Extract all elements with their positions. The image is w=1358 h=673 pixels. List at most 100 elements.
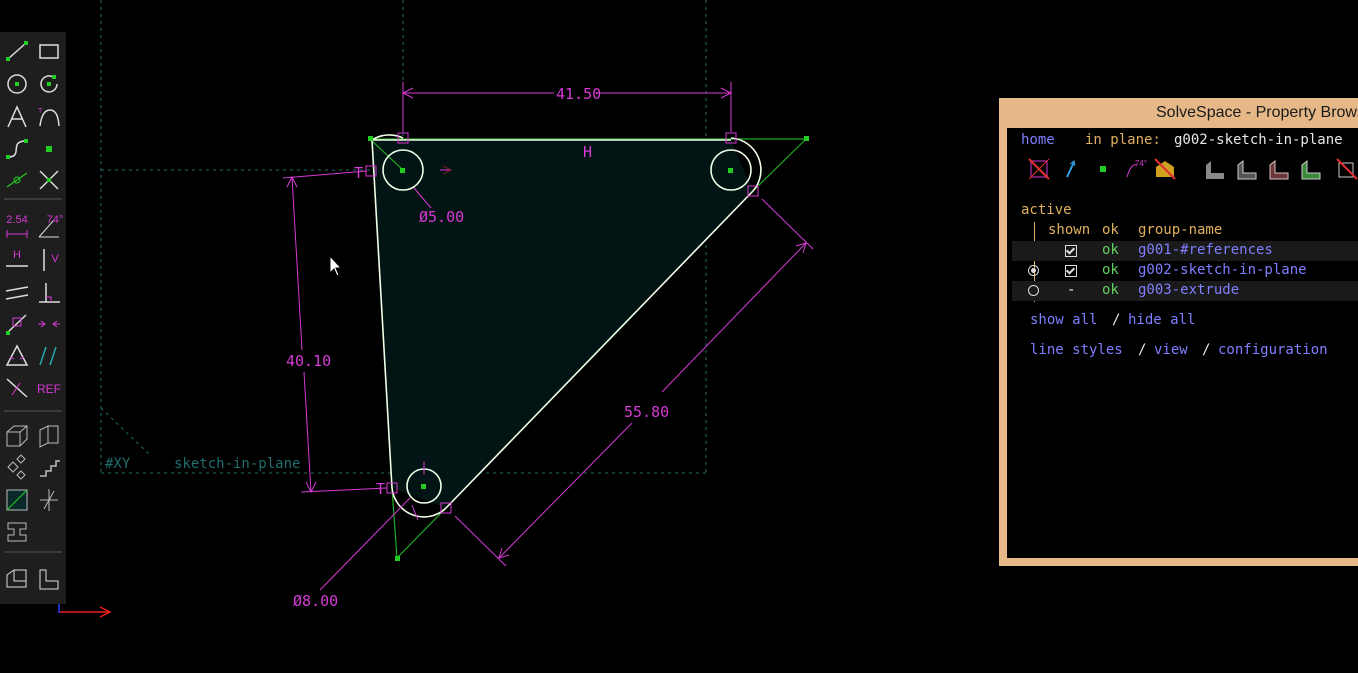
parallel-constraint[interactable] xyxy=(4,280,30,306)
circle-tool[interactable] xyxy=(4,71,30,97)
group-name-g001[interactable]: g001-#references xyxy=(1138,242,1273,258)
ok-status-g003: ok xyxy=(1102,282,1119,298)
axis-indicator xyxy=(58,604,112,618)
home-link[interactable]: home xyxy=(1021,132,1055,148)
arc-tool[interactable] xyxy=(36,71,62,97)
shaded-toggle[interactable] xyxy=(1203,157,1227,181)
on-point-icon xyxy=(6,314,27,335)
sketch-region xyxy=(372,140,753,508)
vertical-icon xyxy=(43,249,45,271)
group-name-g003[interactable]: g003-extrude xyxy=(1138,282,1240,298)
dimension-lines xyxy=(282,82,814,591)
show-constraints-icon: 74° xyxy=(1126,159,1147,178)
new-lathe[interactable] xyxy=(4,454,30,480)
horizontal-constraint-label[interactable]: H xyxy=(583,143,592,161)
group-row-g003[interactable] xyxy=(1012,281,1358,301)
split-icon xyxy=(39,170,59,190)
helix-icon xyxy=(40,460,60,477)
active-radio-g002[interactable] xyxy=(1028,265,1039,276)
angle-label: 74° xyxy=(46,214,64,226)
dimension-40-10[interactable]: 40.10 xyxy=(286,352,331,370)
dimension-55-80[interactable]: 55.80 xyxy=(624,403,669,421)
line-tool[interactable] xyxy=(4,38,30,64)
occluded-visible-toggle[interactable] xyxy=(1027,157,1051,181)
tangent-icon xyxy=(6,378,28,398)
rotate-icon xyxy=(39,569,59,590)
hidden-lines-icon xyxy=(1269,159,1289,180)
vertical-label: V xyxy=(51,253,59,265)
show-constraints-toggle[interactable]: 74° xyxy=(1123,157,1147,181)
perpendicular-constraint[interactable] xyxy=(36,280,62,306)
configuration-link[interactable]: configuration xyxy=(1218,342,1328,358)
svg-text:T: T xyxy=(38,108,43,115)
point-tool[interactable] xyxy=(36,136,62,162)
point-icon xyxy=(46,146,52,152)
revolve-icon xyxy=(6,489,28,511)
text-tool[interactable] xyxy=(4,104,30,130)
equal-constraint[interactable] xyxy=(4,343,30,369)
separator-slash: / xyxy=(1112,312,1121,328)
property-browser-title[interactable]: SolveSpace - Property Browser xyxy=(1156,104,1358,121)
show-normals-toggle[interactable] xyxy=(1059,157,1083,181)
dimension-diameter-large[interactable]: Ø8.00 xyxy=(293,592,338,610)
symmetric-constraint[interactable] xyxy=(36,311,62,337)
sketch-toolbar: T 2.54 74° H V xyxy=(0,32,66,604)
show-points-toggle[interactable] xyxy=(1091,157,1115,181)
group-name-header: group-name xyxy=(1138,222,1223,238)
sketch-points xyxy=(368,136,809,561)
reference-constraint[interactable]: REF xyxy=(36,375,62,401)
split-tool[interactable] xyxy=(36,167,62,193)
property-browser-window[interactable]: SolveSpace - Property Browser home in pl… xyxy=(999,98,1358,566)
wireframe-icon xyxy=(1237,159,1257,180)
tangent-constraint[interactable] xyxy=(4,375,30,401)
construction-tool[interactable] xyxy=(4,167,30,193)
wireframe-toggle[interactable] xyxy=(1235,157,1259,181)
new-revolve[interactable] xyxy=(4,487,30,513)
show-faces-toggle[interactable] xyxy=(1153,157,1177,181)
distance-constraint[interactable]: 2.54 xyxy=(4,214,30,240)
new-extrude[interactable] xyxy=(36,423,62,449)
on-point-constraint[interactable] xyxy=(4,311,30,337)
angle-constraint[interactable]: 74° xyxy=(36,214,63,240)
mesh-toggle[interactable] xyxy=(1335,157,1358,181)
active-radio-g003[interactable] xyxy=(1028,285,1039,296)
shown-checkbox-g001[interactable] xyxy=(1065,245,1077,257)
shown-checkbox-g002[interactable] xyxy=(1065,265,1077,277)
new-translate[interactable] xyxy=(4,519,30,545)
lathe-icon xyxy=(7,454,26,480)
other-angle-icon xyxy=(39,346,57,366)
step-rotate[interactable] xyxy=(36,567,62,593)
dimension-diameter-small[interactable]: Ø5.00 xyxy=(419,208,464,226)
tangent-arc-tool[interactable]: T xyxy=(36,104,62,130)
dimension-41-50[interactable]: 41.50 xyxy=(556,85,601,103)
new-workplane[interactable] xyxy=(4,423,30,449)
tangent-marker-bottom: T xyxy=(376,480,385,498)
hidden-lines-toggle[interactable] xyxy=(1267,157,1291,181)
shown-header: shown xyxy=(1048,222,1091,238)
vertical-constraint[interactable]: V xyxy=(36,247,62,273)
horizontal-constraint[interactable]: H xyxy=(4,247,30,273)
outline-toggle[interactable] xyxy=(1299,157,1323,181)
separator-slash: / xyxy=(1202,342,1211,358)
ok-status-g001: ok xyxy=(1102,242,1119,258)
show-normals-icon xyxy=(1066,160,1076,178)
view-link[interactable]: view xyxy=(1154,342,1188,358)
import-solid[interactable] xyxy=(4,567,30,593)
new-step[interactable] xyxy=(36,487,62,513)
extrude-icon xyxy=(39,425,59,448)
new-helix[interactable] xyxy=(36,454,62,480)
step-icon xyxy=(40,489,58,511)
group-row-g001[interactable] xyxy=(1012,241,1358,261)
show-all-link[interactable]: show all xyxy=(1030,312,1098,328)
tangent-marker-left: T xyxy=(354,164,363,182)
rectangle-tool[interactable] xyxy=(36,38,62,64)
bezier-tool[interactable] xyxy=(4,136,30,162)
line-styles-link[interactable]: line styles xyxy=(1030,342,1123,358)
property-browser-content: home in plane: g002-sketch-in-plane 74° xyxy=(1007,128,1358,558)
group-name-g002[interactable]: g002-sketch-in-plane xyxy=(1138,262,1307,278)
hide-all-link[interactable]: hide all xyxy=(1128,312,1196,328)
distance-label: 2.54 xyxy=(6,214,28,226)
other-angle-constraint[interactable] xyxy=(36,343,62,369)
xy-plane-label: #XY xyxy=(105,456,131,472)
